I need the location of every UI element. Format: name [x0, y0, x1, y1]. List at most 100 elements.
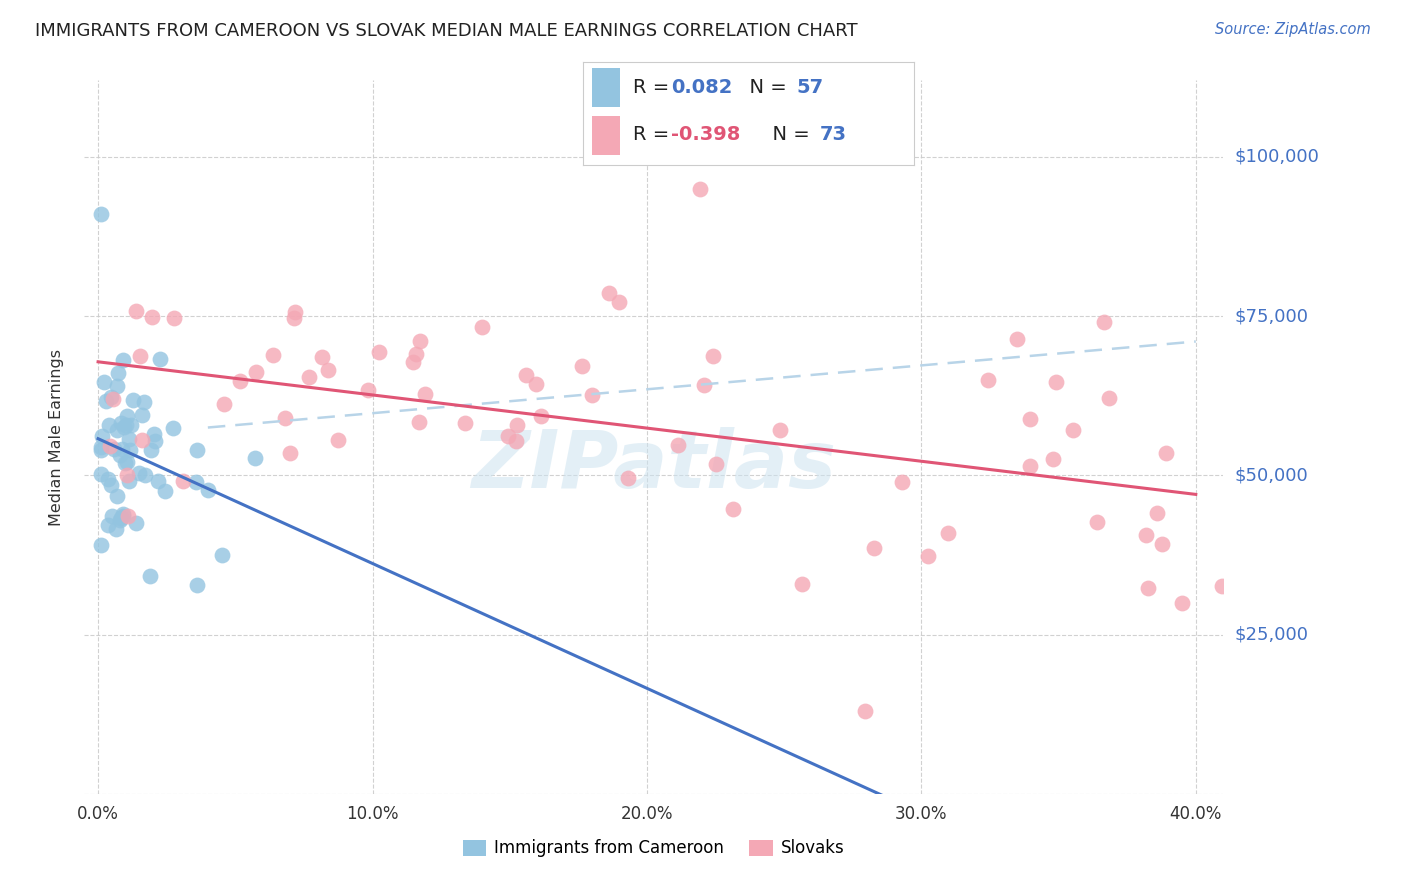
- Point: [141, 310, 163, 324]
- Point: [97, 518, 120, 533]
- Point: [100, 390, 122, 404]
- Point: [103, 442, 125, 456]
- Point: [101, 509, 124, 524]
- Point: [408, 416, 430, 430]
- Text: R =: R =: [633, 125, 675, 145]
- Point: [1018, 459, 1040, 474]
- Point: [90, 207, 112, 221]
- Text: N =: N =: [761, 125, 817, 145]
- Point: [1005, 332, 1028, 346]
- Point: [184, 475, 207, 490]
- Point: [118, 442, 141, 457]
- Point: [1062, 423, 1084, 437]
- Text: $25,000: $25,000: [1234, 625, 1309, 644]
- Point: [316, 363, 339, 377]
- Point: [128, 349, 150, 363]
- Point: [143, 434, 166, 448]
- Point: [917, 549, 939, 564]
- Point: [1042, 452, 1064, 467]
- Bar: [592, 68, 620, 106]
- Point: [134, 468, 156, 483]
- Point: [105, 378, 128, 392]
- Point: [186, 578, 208, 592]
- Point: [107, 367, 129, 381]
- Point: [125, 516, 148, 531]
- Point: [471, 320, 494, 334]
- Point: [598, 285, 620, 300]
- Point: [120, 417, 142, 432]
- Point: [405, 346, 427, 360]
- Point: [96, 394, 118, 409]
- Point: [326, 434, 349, 448]
- Point: [117, 474, 139, 488]
- Point: [93, 376, 115, 390]
- Point: [117, 432, 139, 446]
- Point: [938, 525, 960, 540]
- Text: IMMIGRANTS FROM CAMEROON VS SLOVAK MEDIAN MALE EARNINGS CORRELATION CHART: IMMIGRANTS FROM CAMEROON VS SLOVAK MEDIA…: [35, 22, 858, 40]
- Point: [186, 443, 208, 458]
- Legend: Immigrants from Cameroon, Slovaks: Immigrants from Cameroon, Slovaks: [456, 833, 852, 864]
- Point: [768, 423, 790, 437]
- Point: [863, 541, 886, 555]
- Point: [1098, 391, 1121, 405]
- Point: [105, 489, 128, 503]
- Point: [228, 374, 250, 388]
- Point: [693, 378, 716, 392]
- Point: [90, 440, 112, 454]
- Point: [122, 392, 145, 407]
- Point: [96, 472, 118, 486]
- Point: [977, 374, 1000, 388]
- Point: [1211, 579, 1233, 593]
- Bar: [592, 116, 620, 155]
- Point: [131, 434, 153, 448]
- Point: [454, 416, 477, 430]
- Point: [515, 368, 537, 382]
- Point: [98, 439, 121, 453]
- Point: [90, 467, 112, 481]
- Point: [1135, 528, 1157, 542]
- Point: [1045, 376, 1067, 390]
- Point: [283, 311, 305, 326]
- Point: [101, 392, 124, 406]
- Point: [245, 365, 267, 379]
- Point: [408, 334, 430, 349]
- Point: [704, 457, 727, 471]
- Point: [172, 474, 194, 488]
- Point: [105, 522, 128, 536]
- Point: [212, 397, 235, 411]
- Point: [131, 408, 153, 422]
- Point: [1136, 582, 1159, 596]
- Point: [1018, 412, 1040, 426]
- Point: [581, 388, 603, 402]
- Text: -0.398: -0.398: [671, 125, 741, 145]
- Point: [1156, 445, 1178, 459]
- Point: [108, 448, 131, 462]
- Point: [689, 181, 711, 195]
- Point: [111, 442, 134, 457]
- Point: [311, 350, 333, 364]
- Point: [128, 467, 150, 481]
- Point: [110, 511, 132, 525]
- Point: [243, 451, 266, 466]
- Text: 0.082: 0.082: [671, 78, 733, 97]
- Text: $50,000: $50,000: [1234, 467, 1308, 484]
- Point: [524, 376, 547, 391]
- Point: [115, 418, 138, 433]
- Point: [115, 409, 138, 424]
- Point: [278, 446, 301, 460]
- Point: [97, 418, 120, 433]
- Point: [125, 304, 148, 318]
- Point: [1085, 516, 1108, 530]
- Point: [114, 457, 136, 471]
- Text: ZIPatlas: ZIPatlas: [471, 426, 837, 505]
- Point: [108, 513, 131, 527]
- Text: 57: 57: [797, 78, 824, 97]
- Text: R =: R =: [633, 78, 675, 97]
- Point: [211, 548, 233, 562]
- Point: [132, 395, 155, 409]
- Point: [110, 416, 132, 430]
- Point: [163, 311, 186, 326]
- Point: [402, 355, 425, 369]
- Point: [721, 502, 744, 516]
- Point: [298, 369, 321, 384]
